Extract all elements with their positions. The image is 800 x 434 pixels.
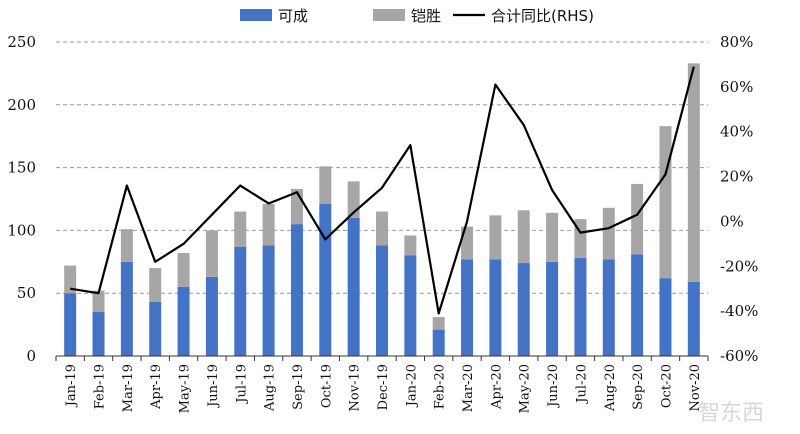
y-right-tick-label: 20% [720, 168, 753, 186]
x-tick-label: Sep-19 [291, 364, 306, 410]
bar-kecheng [602, 259, 615, 356]
y-right-tick-label: -60% [720, 347, 758, 365]
y-right-tick-label: 80% [720, 33, 753, 51]
bar-kecheng [262, 245, 275, 356]
x-tick-label: Jun-20 [546, 364, 561, 409]
x-tick-label: Sep-20 [631, 364, 646, 410]
x-tick-label: May-20 [518, 364, 533, 413]
y-right-tick-label: 0% [720, 212, 744, 230]
x-tick-label: Oct-19 [319, 364, 334, 408]
y-left-tick-label: 150 [7, 159, 36, 177]
y-right-tick-label: -40% [720, 302, 758, 320]
bar-kecheng [149, 301, 162, 356]
bar-kecheng [574, 258, 587, 356]
bar-kecheng [659, 278, 672, 356]
bar-kaisheng [92, 290, 105, 313]
bar-kaisheng [602, 207, 615, 260]
bar-kaisheng [546, 212, 559, 262]
bar-kecheng [432, 329, 445, 356]
bar-kecheng [376, 245, 388, 356]
bar-kaisheng [687, 63, 700, 282]
x-tick-label: Aug-19 [263, 364, 278, 412]
bar-kecheng [631, 254, 644, 356]
bar-kecheng [489, 259, 502, 356]
bar-kecheng [461, 259, 474, 356]
y-left-tick-label: 100 [7, 221, 36, 239]
watermark: 智东西 [698, 401, 764, 426]
y-right-tick-label: -20% [720, 257, 758, 275]
bar-kaisheng [319, 166, 332, 205]
x-tick-label: Oct-20 [659, 364, 674, 408]
bar-kecheng [687, 281, 700, 356]
bar-kaisheng [177, 253, 190, 287]
y-right-tick-label: 60% [720, 78, 753, 96]
x-tick-label: Jul-19 [234, 364, 249, 405]
y-left-tick-label: 0 [26, 347, 36, 365]
x-tick-label: Aug-20 [603, 364, 618, 412]
legend-swatch [240, 9, 272, 21]
x-tick-label: Feb-20 [433, 364, 448, 409]
legend-label: 可成 [278, 7, 308, 25]
legend-swatch [373, 9, 405, 21]
bar-kaisheng [120, 229, 133, 262]
x-tick-label: Jan-20 [404, 364, 419, 408]
y-left-tick-label: 200 [7, 96, 36, 114]
bar-kaisheng [262, 204, 275, 246]
bar-kecheng [177, 286, 190, 356]
bar-kecheng [234, 246, 247, 356]
x-tick-label: Jul-20 [574, 364, 589, 405]
bar-kaisheng [149, 268, 162, 302]
bar-kaisheng [234, 211, 247, 247]
bar-kaisheng [517, 210, 530, 264]
bar-kaisheng [376, 211, 388, 246]
bar-kaisheng [631, 183, 644, 255]
yoy-line [70, 66, 695, 315]
x-tick-label: Nov-20 [688, 364, 703, 411]
y-left-tick-label: 50 [17, 284, 36, 302]
bar-kecheng [546, 261, 559, 356]
bar-kecheng [517, 263, 530, 356]
bar-kecheng [319, 204, 332, 356]
bar-kecheng [290, 224, 303, 356]
bar-kecheng [120, 261, 133, 356]
x-tick-label: Dec-19 [376, 364, 391, 410]
bars [64, 63, 700, 356]
bar-kaisheng [404, 235, 417, 256]
bar-kaisheng [659, 126, 672, 279]
x-tick-label: Mar-19 [121, 364, 136, 412]
x-tick-label: Apr-19 [149, 364, 164, 410]
bar-kecheng [347, 217, 360, 356]
bar-kaisheng [432, 317, 445, 330]
y-right-tick-label: 40% [720, 123, 753, 141]
bar-kaisheng [64, 265, 77, 294]
bar-kaisheng [489, 215, 502, 260]
legend-label: 铠胜 [411, 7, 441, 25]
y-left-tick-label: 250 [7, 33, 36, 51]
bar-kecheng [205, 276, 218, 356]
x-tick-label: Mar-20 [461, 364, 476, 412]
x-tick-label: Feb-19 [93, 364, 108, 409]
x-tick-label: May-19 [178, 364, 193, 413]
x-tick-label: Apr-20 [489, 364, 504, 410]
bar-kecheng [92, 312, 105, 356]
legend: 可成 铠胜 合计同比(RHS) [240, 7, 594, 25]
bar-kaisheng [205, 230, 218, 277]
x-tick-label: Jan-19 [64, 364, 79, 408]
bar-kecheng [404, 255, 417, 356]
axes: 0 50 100 150 200 250 -60% -40% -20% 0% 20% 40% 60% 80… [7, 33, 758, 413]
x-tick-label: Jun-19 [206, 364, 221, 409]
bar-kecheng [64, 293, 77, 356]
x-tick-label: Nov-19 [348, 364, 363, 411]
legend-label: 合计同比(RHS) [491, 7, 594, 25]
